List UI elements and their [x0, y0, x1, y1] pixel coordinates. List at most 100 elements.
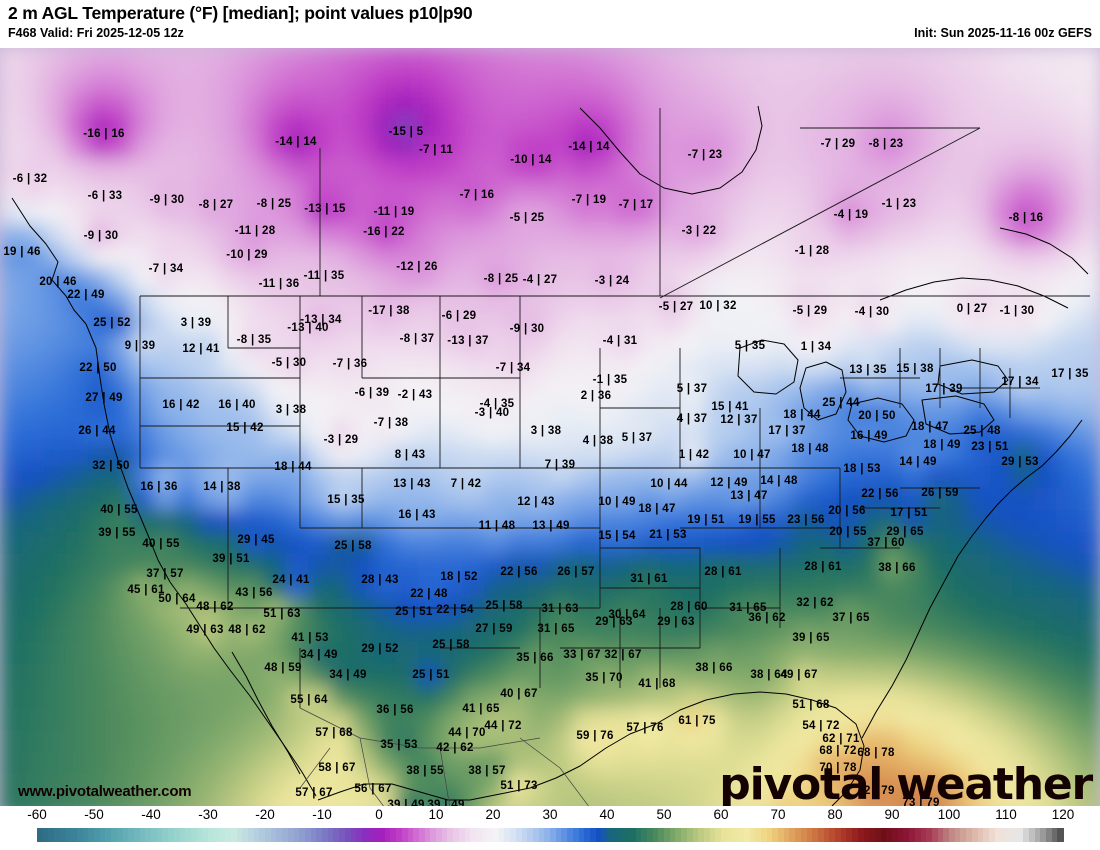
color-scale-swatch — [572, 828, 580, 842]
color-scale-swatch — [487, 828, 494, 842]
color-scale-swatch — [1028, 828, 1036, 842]
color-scale-swatch — [88, 828, 95, 842]
color-scale-swatch — [926, 828, 933, 842]
color-scale-swatch — [356, 828, 363, 842]
color-scale-swatch — [971, 828, 979, 842]
color-scale-swatch — [361, 828, 369, 842]
color-scale-swatch — [538, 828, 546, 842]
color-scale-swatch — [213, 828, 221, 842]
color-scale-swatch — [954, 828, 962, 842]
color-scale-swatch — [373, 828, 380, 842]
temperature-field — [0, 48, 1100, 806]
color-scale-swatch — [601, 828, 608, 842]
color-scale-swatch — [242, 828, 249, 842]
color-scale-swatch — [914, 828, 922, 842]
color-scale-swatch — [225, 828, 232, 842]
color-scale-swatch — [760, 828, 768, 842]
color-scale-swatch — [607, 828, 614, 842]
color-scale-swatch — [173, 828, 181, 842]
color-scale-swatch — [179, 828, 186, 842]
color-scale-swatch — [37, 828, 44, 842]
color-scale-swatch — [778, 828, 785, 842]
color-scale-swatch — [692, 828, 699, 842]
color-scale-swatch — [71, 828, 78, 842]
color-scale-swatch — [1006, 828, 1013, 842]
color-scale-swatch — [128, 828, 135, 842]
color-scale-swatch — [475, 828, 483, 842]
color-scale-tick-label: -10 — [312, 807, 332, 822]
color-scale-swatch — [943, 828, 950, 842]
color-scale-swatch — [1011, 828, 1019, 842]
site-url-watermark: www.pivotalweather.com — [18, 783, 192, 800]
map-canvas[interactable]: -16 | 16 -14 | 14 -15 | 5 -7 | 11 -10 | 14 -1… — [0, 48, 1100, 806]
color-scale-swatch — [304, 828, 312, 842]
color-scale-swatch — [401, 828, 409, 842]
color-scale-bar: -60 -50 -40 -30 -20 -10 0 10 20 30 40 50 60 70 80 90 100… — [0, 806, 1100, 850]
color-scale-swatch — [994, 828, 1002, 842]
color-scale-tick-label: 20 — [485, 807, 501, 822]
color-scale-swatch — [732, 828, 739, 842]
color-scale-swatch — [270, 828, 278, 842]
color-scale-swatch — [863, 828, 870, 842]
color-scale-swatch — [584, 828, 591, 842]
color-scale-swatch — [664, 828, 671, 842]
color-scale-tick-label: -60 — [27, 807, 47, 822]
color-scale-swatch — [527, 828, 534, 842]
color-scale-swatch — [658, 828, 665, 842]
color-scale-swatch — [316, 828, 323, 842]
color-scale-swatch — [749, 828, 756, 842]
color-scale-swatch — [521, 828, 528, 842]
color-scale-swatch — [133, 828, 141, 842]
color-scale-swatch — [886, 828, 893, 842]
color-scale-swatch — [823, 828, 831, 842]
color-scale-swatch — [703, 828, 711, 842]
color-scale-tick-label: 30 — [542, 807, 558, 822]
color-scale-swatch — [755, 828, 762, 842]
color-scale-swatch — [874, 828, 882, 842]
color-scale-swatch — [988, 828, 996, 842]
color-scale-ticks: -60 -50 -40 -30 -20 -10 0 10 20 30 40 50 60 70 80 90 100… — [0, 806, 1100, 828]
color-scale-swatch — [1057, 828, 1064, 842]
color-scale-swatch — [168, 828, 175, 842]
color-scale-tick-label: -40 — [141, 807, 161, 822]
color-scale-swatch — [783, 828, 791, 842]
color-scale-swatch — [629, 828, 637, 842]
color-scale-swatch — [510, 828, 517, 842]
color-scale-swatch — [578, 828, 585, 842]
color-scale-swatch — [789, 828, 796, 842]
color-scale-swatch — [903, 828, 910, 842]
color-scale-swatch — [589, 828, 597, 842]
color-scale-tick-label: 70 — [770, 807, 786, 822]
color-scale-swatch — [390, 828, 397, 842]
color-scale-swatch — [99, 828, 107, 842]
valid-time-label: F468 Valid: Fri 2025-12-05 12z — [8, 26, 184, 40]
color-scale-swatch — [367, 828, 375, 842]
color-scale-swatch — [54, 828, 61, 842]
color-scale-swatch — [282, 828, 289, 842]
color-scale-swatch — [145, 828, 152, 842]
color-scale-tick-label: -50 — [84, 807, 104, 822]
color-scale-swatch — [151, 828, 158, 842]
init-time-label: Init: Sun 2025-11-16 00z GEFS — [914, 26, 1092, 40]
color-scale-swatch — [116, 828, 124, 842]
color-scale-swatch — [966, 828, 973, 842]
color-scale-swatch — [287, 828, 295, 842]
color-scale-swatch — [333, 828, 340, 842]
color-scale-swatch — [931, 828, 939, 842]
color-scale-swatch — [94, 828, 101, 842]
color-scale-swatch — [897, 828, 905, 842]
color-scale-swatch — [65, 828, 72, 842]
color-scale-swatch — [299, 828, 306, 842]
color-scale-swatch — [840, 828, 848, 842]
color-scale-swatch — [1045, 828, 1053, 842]
color-scale-swatch — [82, 828, 90, 842]
color-scale-swatch — [515, 828, 523, 842]
color-scale-swatch — [544, 828, 551, 842]
color-scale-swatch — [709, 828, 717, 842]
header: 2 m AGL Temperature (°F) [median]; point… — [0, 0, 1100, 48]
color-scale-swatch — [532, 828, 540, 842]
color-scale-swatch — [470, 828, 477, 842]
color-scale-swatch — [669, 828, 677, 842]
color-scale-swatch — [567, 828, 574, 842]
temperature-shading — [0, 48, 1100, 806]
